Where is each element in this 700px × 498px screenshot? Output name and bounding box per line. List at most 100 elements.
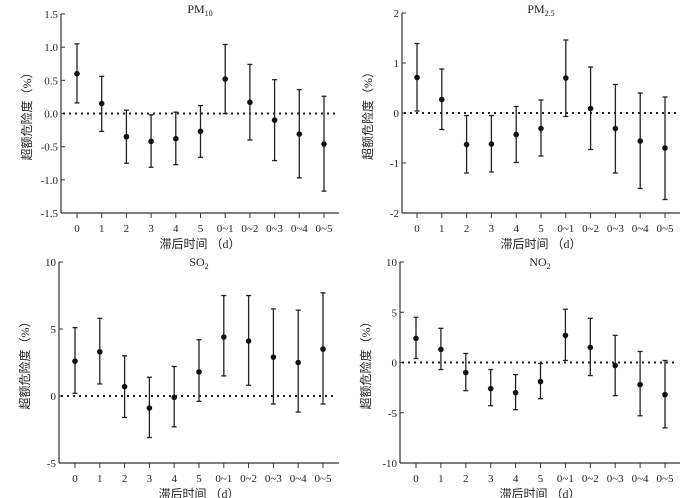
x-tick-label: 2	[124, 223, 130, 235]
x-axis-label: 滞后时间 （d）	[158, 487, 239, 498]
y-tick-label: 1	[394, 58, 400, 70]
data-point	[74, 71, 80, 77]
chart-title-subscript: 2.5	[545, 9, 555, 18]
x-tick-label: 0~1	[217, 223, 234, 235]
x-tick-label: 0~2	[240, 473, 257, 485]
x-tick-label: 1	[99, 223, 105, 235]
data-point	[147, 405, 153, 411]
x-tick-label: 2	[463, 473, 469, 485]
x-tick-label: 0~5	[657, 223, 674, 235]
data-point	[513, 132, 519, 138]
chart-panel-0: -1.5 -1.0 -0.5 0.0 0.5 1.0 1.5 0 1 2 3 4 5 0~1 0~2 0~3 0…	[19, 2, 339, 251]
data-point	[563, 75, 569, 81]
x-tick-label: 0~3	[266, 223, 283, 235]
chart-title-main: PM	[527, 2, 545, 16]
data-point	[198, 129, 204, 135]
chart-title-subscript: 2	[547, 262, 551, 271]
data-point	[662, 392, 668, 398]
x-tick-label: 0~4	[291, 223, 308, 235]
chart-panel-1: -2 -1 0 1 2 0 1 2 3 4 5 0~1 0~2 0~3 0~4 0~5 PM2.5 滞后时间 （d…	[360, 2, 680, 251]
x-tick-label: 1	[438, 473, 444, 485]
x-tick-label: 0~3	[607, 473, 624, 485]
data-point	[662, 145, 668, 151]
y-tick-label: -2	[390, 208, 399, 220]
y-tick-label: -1.0	[41, 175, 59, 187]
y-tick-label: -1.5	[41, 208, 59, 220]
x-tick-label: 0~5	[657, 473, 674, 485]
x-axis-label: 滞后时间 （d）	[500, 237, 581, 251]
y-tick-label: 10	[386, 257, 398, 269]
x-tick-label: 0~4	[632, 223, 649, 235]
y-axis-label: 超额危险度（%）	[17, 316, 32, 410]
data-point	[438, 347, 444, 353]
x-tick-label: 1	[439, 223, 445, 235]
x-tick-label: 0	[413, 473, 419, 485]
data-point	[637, 138, 643, 144]
y-tick-label: 5	[392, 307, 398, 319]
x-tick-label: 4	[171, 473, 177, 485]
y-tick-label: 0.5	[44, 75, 58, 87]
x-tick-label: 3	[489, 223, 495, 235]
x-tick-label: 0~1	[557, 223, 574, 235]
data-point	[222, 76, 228, 82]
x-tick-label: 0	[414, 223, 420, 235]
data-point	[171, 395, 177, 401]
x-tick-label: 0~2	[241, 223, 258, 235]
x-tick-label: 0~2	[582, 223, 599, 235]
y-tick-label: -5	[47, 458, 57, 470]
chart-title: SO2	[189, 255, 208, 271]
y-tick-label: 0	[394, 108, 400, 120]
x-axis-label: 滞后时间 （d）	[499, 487, 580, 498]
y-tick-label: 5	[51, 324, 57, 336]
data-point	[173, 136, 179, 142]
data-point	[439, 97, 445, 103]
data-point	[99, 101, 105, 107]
data-point	[272, 117, 278, 123]
x-tick-label: 3	[147, 473, 153, 485]
chart-title-subscript: 10	[205, 9, 213, 18]
x-tick-label: 3	[148, 223, 154, 235]
x-tick-label: 0~4	[290, 473, 307, 485]
data-point	[637, 382, 643, 388]
x-tick-label: 0~3	[607, 223, 624, 235]
data-point	[124, 134, 130, 140]
y-tick-label: 2	[394, 8, 400, 20]
data-point	[489, 141, 495, 147]
x-tick-label: 5	[538, 223, 544, 235]
x-tick-label: 5	[538, 473, 544, 485]
y-tick-label: 0	[51, 391, 57, 403]
chart-title: PM2.5	[527, 2, 554, 18]
y-tick-label: 1.0	[44, 42, 58, 54]
data-point	[414, 75, 420, 81]
y-tick-label: -10	[382, 458, 397, 470]
data-point	[563, 333, 569, 339]
data-point	[413, 336, 419, 342]
data-point	[72, 358, 78, 364]
y-axis-label: 超额危险度（%）	[360, 66, 375, 160]
y-tick-label: 1.5	[44, 9, 58, 21]
x-tick-label: 0~3	[265, 473, 282, 485]
data-point	[247, 99, 253, 105]
data-point	[122, 384, 128, 390]
y-tick-label: -0.5	[41, 142, 59, 154]
data-point	[271, 354, 277, 360]
data-point	[588, 345, 594, 351]
data-point	[538, 379, 544, 385]
y-axis-label: 超额危险度（%）	[19, 67, 34, 161]
y-tick-label: 0	[392, 358, 398, 370]
y-tick-label: 10	[45, 257, 57, 269]
x-tick-label: 2	[464, 223, 470, 235]
chart-title-main: NO	[529, 255, 547, 269]
data-point	[538, 126, 544, 132]
data-point	[246, 338, 252, 344]
data-point	[196, 369, 202, 375]
data-point	[297, 131, 303, 137]
data-point	[488, 386, 494, 392]
x-tick-label: 0~4	[632, 473, 649, 485]
data-point	[464, 142, 470, 148]
x-tick-label: 0	[74, 223, 80, 235]
data-point	[148, 139, 154, 145]
chart-title-subscript: 2	[205, 262, 209, 271]
